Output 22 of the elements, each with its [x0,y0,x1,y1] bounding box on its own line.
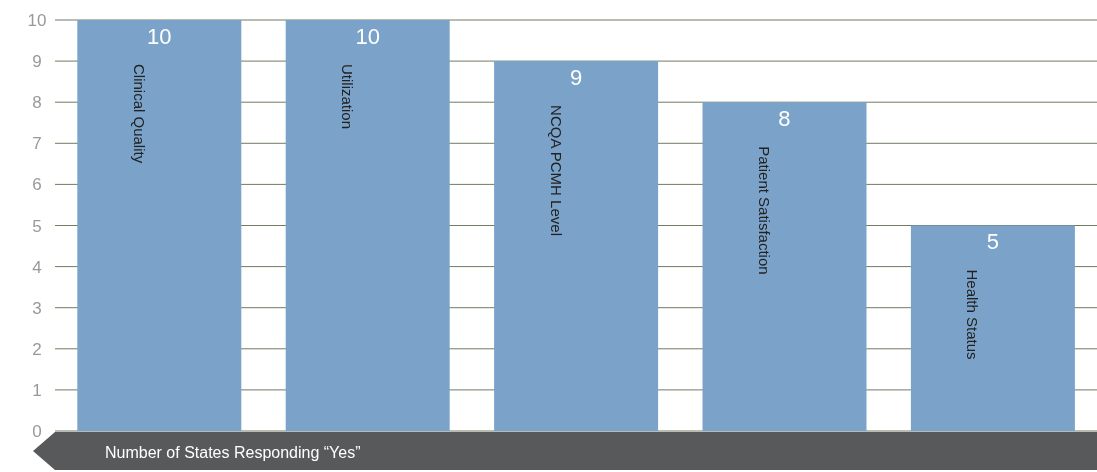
y-tick-label: 3 [32,298,42,318]
data-label: 10 [355,23,380,49]
y-tick-label: 7 [32,134,42,154]
data-label: 10 [147,23,172,49]
y-tick-label: 10 [27,11,47,31]
x-tick-label: Utilization [339,64,357,130]
x-tick-label: Patient Satisfaction [756,146,773,275]
x-tick-label: NCQA PCMH Level [547,105,565,236]
x-axis-title: Number of States Responding “Yes” [105,443,361,461]
y-tick-label: 0 [32,422,42,442]
data-label: 9 [569,64,583,90]
x-tick-label: Clinical Quality [130,64,148,164]
data-label: 5 [986,229,1000,255]
data-label: 8 [778,105,791,131]
y-tick-label: 9 [32,52,42,72]
y-tick-label: 1 [32,380,42,400]
y-tick-label: 2 [32,339,42,359]
y-tick-label: 8 [32,93,42,113]
x-tick-label: Health Status [964,269,982,360]
y-tick-label: 5 [32,216,42,236]
y-tick-label: 6 [32,175,42,195]
y-tick-label: 4 [32,257,42,277]
